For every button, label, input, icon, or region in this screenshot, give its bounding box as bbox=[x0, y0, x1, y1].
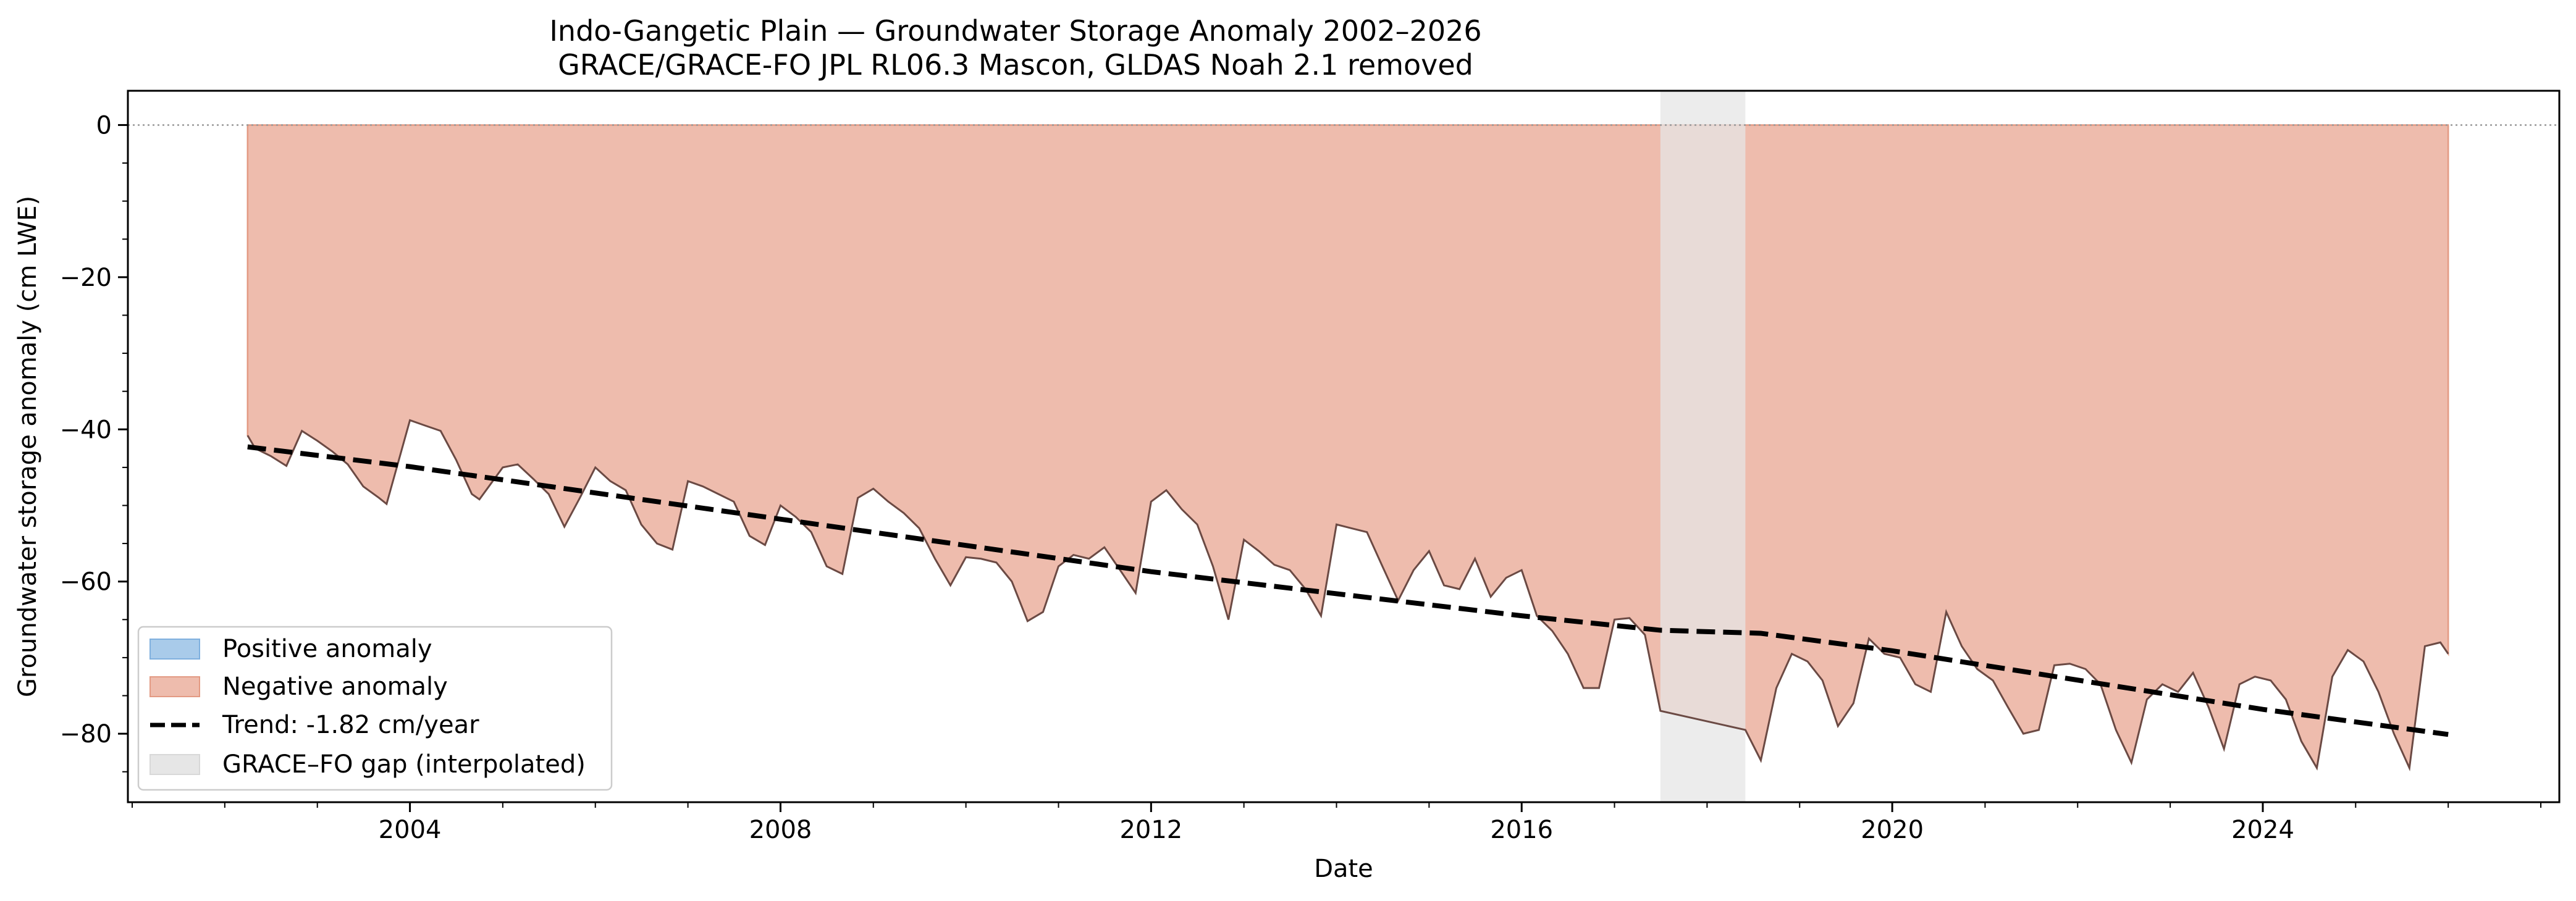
y-tick-label: −40 bbox=[60, 416, 112, 444]
y-tick-label: −20 bbox=[60, 264, 112, 292]
legend-label-trend: Trend: -1.82 cm/year bbox=[222, 711, 479, 739]
y-axis-label: Groundwater storage anomaly (cm LWE) bbox=[14, 196, 42, 697]
x-tick-label: 2024 bbox=[2231, 816, 2294, 844]
x-tick-label: 2012 bbox=[1119, 816, 1182, 844]
legend-swatch-negative bbox=[149, 676, 200, 697]
x-tick-label: 2008 bbox=[749, 816, 812, 844]
x-axis: 2004 2008 2012 2016 2020 2024 bbox=[131, 802, 2542, 844]
legend-label-gap: GRACE–FO gap (interpolated) bbox=[222, 750, 586, 779]
x-tick-label: 2020 bbox=[1861, 816, 1924, 844]
x-tick-label: 2004 bbox=[379, 816, 442, 844]
legend-swatch-positive bbox=[149, 639, 200, 660]
plot-frame bbox=[127, 90, 2561, 803]
chart-title: Indo-Gangetic Plain — Groundwater Storag… bbox=[549, 14, 1481, 48]
legend-box bbox=[137, 626, 613, 791]
legend-label-positive: Positive anomaly bbox=[222, 635, 432, 663]
grace-fo-gap-band bbox=[1660, 91, 1746, 802]
y-tick-label: −60 bbox=[60, 568, 112, 597]
chart-subtitle: GRACE/GRACE-FO JPL RL06.3 Mascon, GLDAS … bbox=[558, 48, 1473, 82]
legend: Positive anomaly Negative anomaly Trend:… bbox=[137, 626, 613, 791]
y-tick-label: 0 bbox=[96, 111, 112, 140]
legend-label-negative: Negative anomaly bbox=[222, 673, 448, 701]
x-axis-label: Date bbox=[1314, 855, 1373, 883]
plot-area bbox=[128, 91, 2559, 802]
legend-swatch-gap bbox=[149, 754, 200, 775]
y-axis: 0 −20 −40 −60 −80 bbox=[60, 111, 128, 773]
x-tick-label: 2016 bbox=[1490, 816, 1553, 844]
trend-line bbox=[247, 444, 2449, 737]
y-tick-label: −80 bbox=[60, 720, 112, 748]
